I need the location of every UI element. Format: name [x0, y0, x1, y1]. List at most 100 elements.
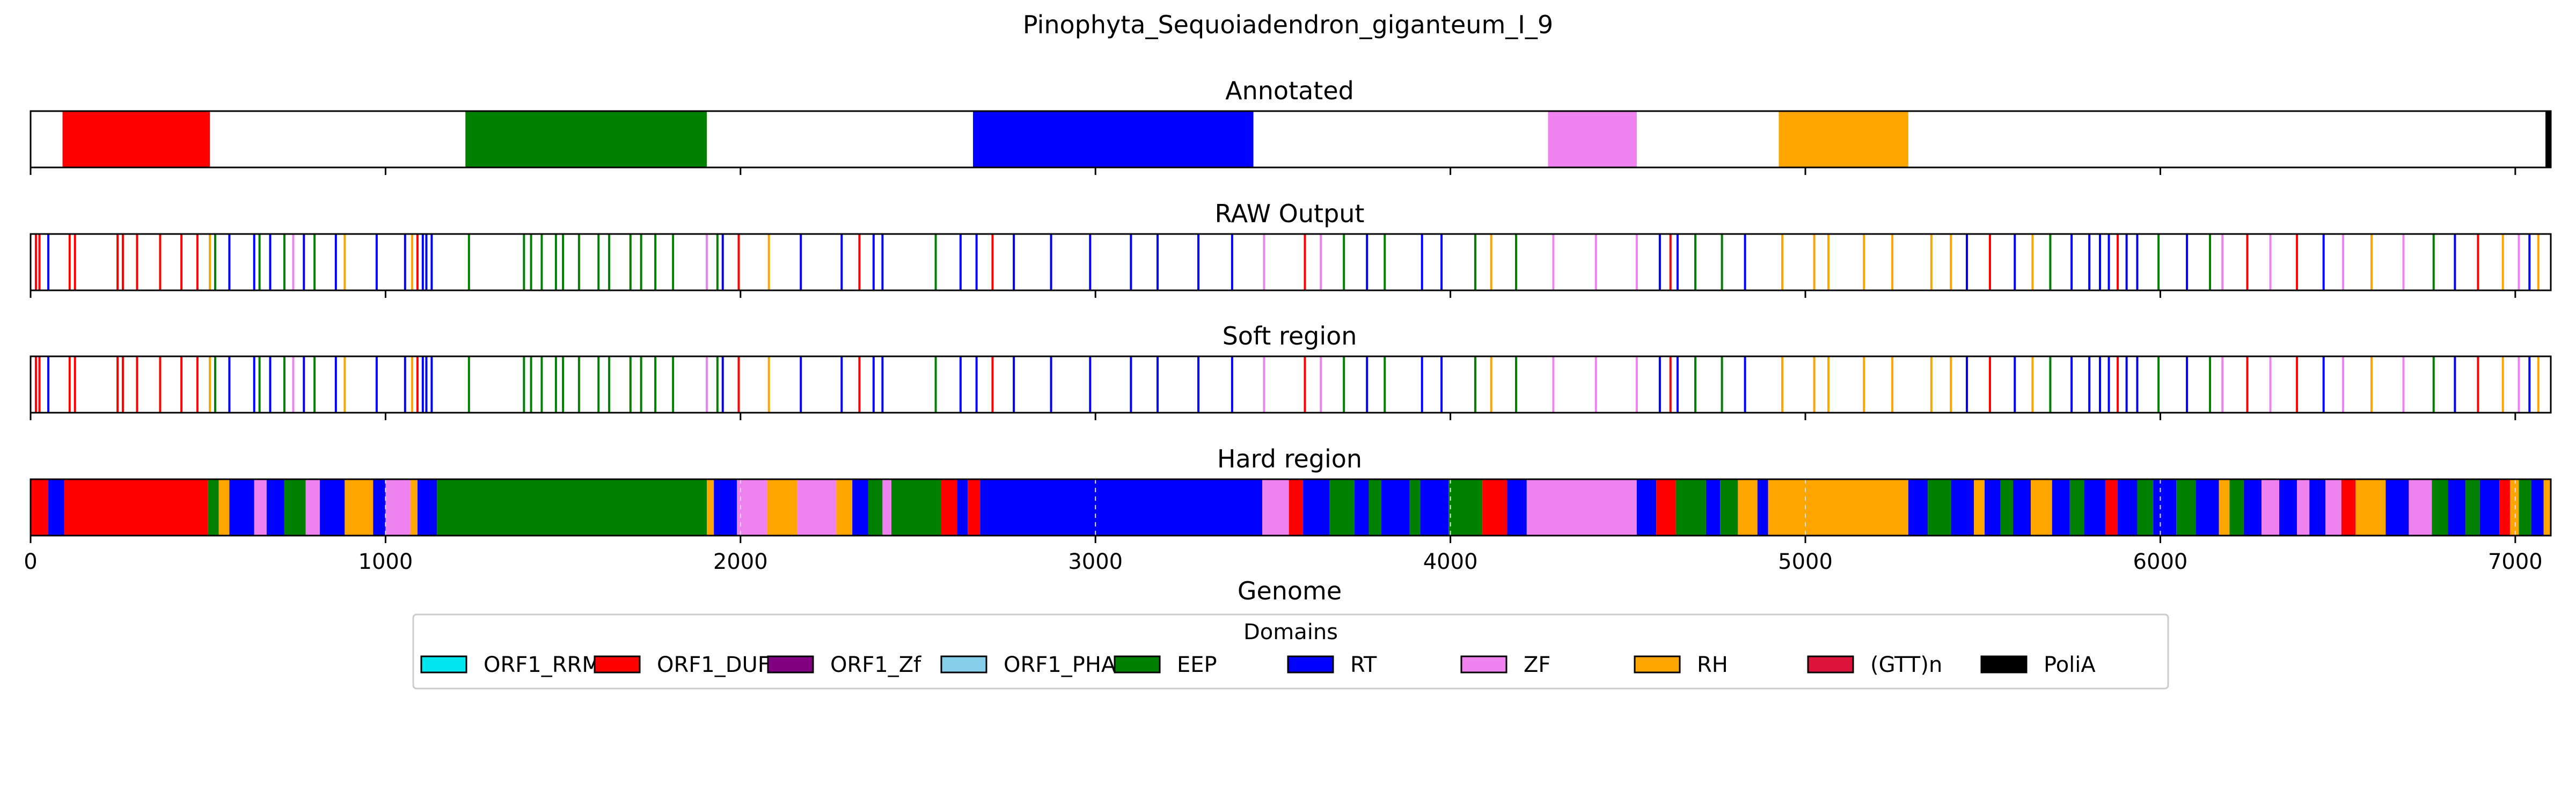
legend-label: ZF	[1524, 653, 1550, 677]
segment-rt	[957, 479, 968, 536]
segment-eep	[2432, 479, 2448, 536]
segment-eep	[1329, 479, 1355, 536]
segment-zf	[2325, 479, 2341, 536]
segment-rh	[2355, 479, 2386, 536]
x-tick-label: 5000	[1778, 550, 1833, 574]
segment-rt	[2243, 479, 2262, 536]
segment-orf1-duf	[1482, 479, 1507, 536]
segment-zf	[254, 479, 267, 536]
segment-rh	[410, 479, 418, 536]
x-tick-label: 2000	[713, 550, 768, 574]
segment-rt	[2448, 479, 2466, 536]
segment-orf1-duf	[31, 479, 49, 536]
segment-eep	[1675, 479, 1706, 536]
segment-orf1-duf	[941, 479, 957, 536]
legend-swatch	[1980, 655, 2028, 674]
legend-label: RH	[1697, 653, 1728, 677]
legend-label: PoliA	[2044, 653, 2096, 677]
segment-eep	[1409, 479, 1421, 536]
x-tick-label: 7000	[2488, 550, 2543, 574]
panel-hard-region: Hard region 0 1000 2000 3000 4000 5000 6000 7000	[24, 444, 2552, 574]
panel-raw-output: RAW Output	[30, 199, 2552, 298]
panel-title: Annotated	[1225, 76, 1354, 105]
legend-label: (GTT)n	[1870, 653, 1942, 677]
legend-frame	[412, 613, 2169, 690]
segment-rt	[1507, 479, 1527, 536]
segment-zf	[2409, 479, 2432, 536]
segment-rt	[980, 479, 1263, 536]
legend-swatch	[1460, 655, 1507, 674]
segment-zf	[1262, 479, 1289, 536]
x-tick-label: 1000	[358, 550, 413, 574]
segment-rt	[1985, 479, 2001, 536]
segment-orf1-duf	[1289, 479, 1304, 536]
track-background	[31, 234, 2551, 290]
legend-label: ORF1_RRM	[484, 653, 601, 677]
track-frame	[30, 478, 2552, 537]
legend-label: ORF1_PHA	[1004, 653, 1116, 677]
legend-swatch	[420, 655, 467, 674]
segment-zf	[305, 479, 320, 536]
segment-rt	[2012, 479, 2031, 536]
segment-rt	[2279, 479, 2297, 536]
x-tick-label: 4000	[1423, 550, 1478, 574]
segment-eep	[284, 479, 306, 536]
segment-orf1-duf	[64, 479, 208, 536]
segment-rh	[2219, 479, 2230, 536]
segment-rt	[1303, 479, 1330, 536]
segment-rt	[852, 479, 868, 536]
segment-rh	[706, 479, 714, 536]
legend-entry-eep: EEP	[1114, 653, 1217, 677]
segment-eep	[2465, 479, 2480, 536]
segment-rh	[2031, 479, 2052, 536]
segment-rh	[836, 479, 853, 536]
segment-eep	[1448, 479, 1483, 536]
segment-rt	[373, 479, 386, 536]
segment-rt	[320, 479, 345, 536]
segment-rt	[2118, 479, 2138, 536]
legend-swatch	[1114, 655, 1161, 674]
segment-rt	[229, 479, 254, 536]
panel-soft-region: Soft region	[30, 321, 2552, 420]
segment-zf	[797, 479, 837, 536]
legend-entry-polia: PoliA	[1980, 653, 2096, 677]
legend: Domains ORF1_RRM ORF1_DUF ORF1_Zf ORF1_PHA EE…	[412, 613, 2169, 690]
segment-rt	[1757, 479, 1768, 536]
segment-eep	[1720, 479, 1738, 536]
segment-rh	[218, 479, 230, 536]
legend-entry-rh: RH	[1634, 653, 1728, 677]
legend-entry-zf: ZF	[1460, 653, 1550, 677]
segment-rh	[2543, 479, 2551, 536]
segment-rh	[1768, 479, 1908, 536]
segment-rt	[1951, 479, 1974, 536]
track-frame	[30, 110, 2552, 169]
x-tick-label: 6000	[2133, 550, 2188, 574]
segment-rt	[48, 479, 64, 536]
segment-rh	[345, 479, 374, 536]
segment-rt	[2196, 479, 2219, 536]
segment-rt	[1381, 479, 1410, 536]
segment-rt	[1706, 479, 1721, 536]
segment-rh	[2509, 479, 2519, 536]
segment-orf1-duf	[2499, 479, 2510, 536]
track-panels: Annotated RAW Output Soft region Hard regio…	[24, 76, 2552, 574]
panel-annotated: Annotated	[30, 76, 2552, 175]
legend-entry-gtt-n: (GTT)n	[1807, 653, 1942, 677]
segment-orf1-duf	[1656, 479, 1676, 536]
x-tick-label: 3000	[1068, 550, 1123, 574]
legend-swatch	[594, 655, 641, 674]
segment-eep	[2137, 479, 2154, 536]
segment-eep	[437, 479, 707, 536]
legend-entry-orf1-pha: ORF1_PHA	[940, 653, 1116, 677]
segment-orf1-duf	[2105, 479, 2118, 536]
panel-title: Soft region	[1223, 321, 1357, 350]
segment-rt	[2479, 479, 2500, 536]
segment-polia	[2545, 111, 2551, 167]
segment-rt	[1355, 479, 1369, 536]
legend-label: ORF1_DUF	[657, 653, 770, 677]
segment-rt	[2084, 479, 2105, 536]
segment-rt	[2153, 479, 2177, 536]
segment-rt	[1908, 479, 1928, 536]
segment-orf1-duf	[62, 111, 210, 167]
